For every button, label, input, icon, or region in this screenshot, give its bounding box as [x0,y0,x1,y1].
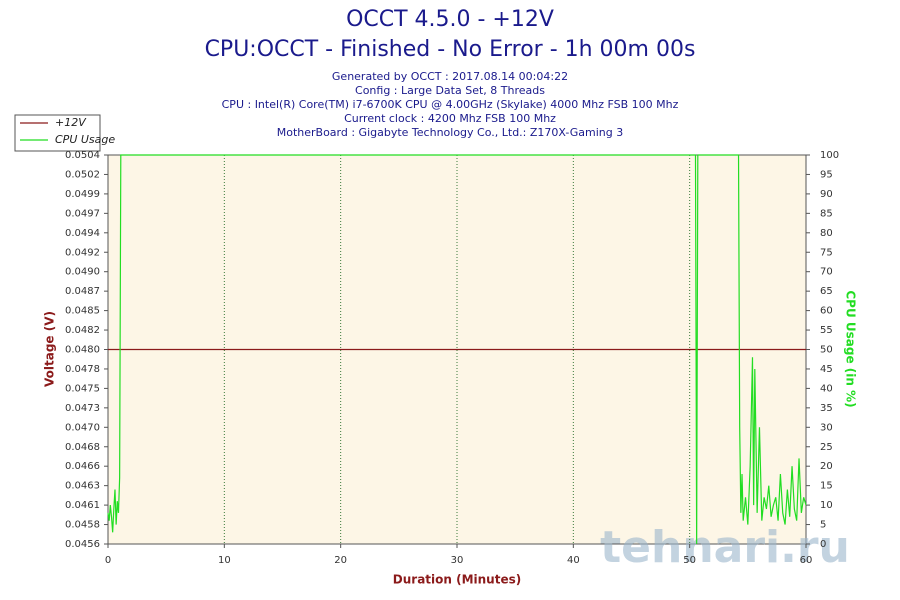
watermark: tehnari.ru [600,522,850,573]
y-tick-label: 0.0490 [65,267,100,278]
y-tick-label: 0.0461 [65,500,100,511]
y-tick-label: 0.0473 [65,403,100,414]
y-tick-label: 0.0485 [65,306,100,317]
y2-tick-label: 75 [820,247,833,258]
y2-tick-label: 60 [820,306,833,317]
x-tick-label: 60 [800,555,813,566]
y-tick-label: 0.0482 [65,325,100,336]
y-tick-label: 0.0494 [65,228,100,239]
y2-tick-label: 95 [820,169,833,180]
chart-title: OCCT 4.5.0 - +12V [346,7,554,32]
y2-tick-label: 100 [820,150,839,161]
y-axis-label: Voltage (V) [43,311,57,387]
info-line: Current clock : 4200 Mhz FSB 100 Mhz [344,112,556,125]
x-axis-label: Duration (Minutes) [393,573,521,587]
y-tick-label: 0.0468 [65,442,100,453]
y2-tick-label: 80 [820,228,833,239]
chart-subtitle: CPU:OCCT - Finished - No Error - 1h 00m … [205,37,696,62]
info-line: CPU : Intel(R) Core(TM) i7-6700K CPU @ 4… [222,98,679,111]
y2-tick-label: 85 [820,208,833,219]
y2-tick-label: 20 [820,461,833,472]
info-line: Config : Large Data Set, 8 Threads [355,84,545,97]
x-tick-label: 40 [567,555,580,566]
legend-label: +12V [55,116,87,129]
y-tick-label: 0.0470 [65,422,100,433]
y-tick-label: 0.0458 [65,520,100,531]
y2-tick-label: 40 [820,383,833,394]
y-tick-label: 0.0480 [65,345,100,356]
y-tick-label: 0.0475 [65,383,100,394]
y-tick-label: 0.0492 [65,247,100,258]
y2-tick-label: 5 [820,520,826,531]
y-tick-label: 0.0497 [65,208,100,219]
x-tick-label: 0 [105,555,111,566]
x-tick-label: 10 [218,555,231,566]
y-tick-label: 0.0502 [65,169,100,180]
legend-box [14,114,101,152]
y2-tick-label: 65 [820,286,833,297]
y2-tick-label: 0 [820,539,826,550]
y2-tick-label: 50 [820,345,833,356]
y2-tick-label: 55 [820,325,833,336]
y-tick-label: 0.0456 [65,539,100,550]
y-tick-label: 0.0487 [65,286,100,297]
y2-tick-label: 70 [820,267,833,278]
y-tick-label: 0.0463 [65,481,100,492]
y2-tick-label: 10 [820,500,833,511]
y2-tick-label: 35 [820,403,833,414]
x-tick-label: 30 [451,555,464,566]
legend-label: CPU Usage [55,133,115,146]
y-tick-label: 0.0499 [65,189,100,200]
y2-tick-label: 15 [820,481,833,492]
info-line: Generated by OCCT : 2017.08.14 00:04:22 [332,70,568,83]
y2-tick-label: 90 [820,189,833,200]
data-line [107,154,807,545]
y-tick-label: 0.0478 [65,364,100,375]
y2-tick-label: 45 [820,364,833,375]
x-tick-label: 50 [683,555,696,566]
y-tick-label: 0.0466 [65,461,100,472]
info-line: MotherBoard : Gigabyte Technology Co., L… [277,126,624,139]
y2-tick-label: 25 [820,442,833,453]
y2-axis-label: CPU Usage (in %) [844,290,858,407]
x-tick-label: 20 [334,555,347,566]
y2-tick-label: 30 [820,422,833,433]
y-tick-label: 0.0504 [65,150,100,161]
